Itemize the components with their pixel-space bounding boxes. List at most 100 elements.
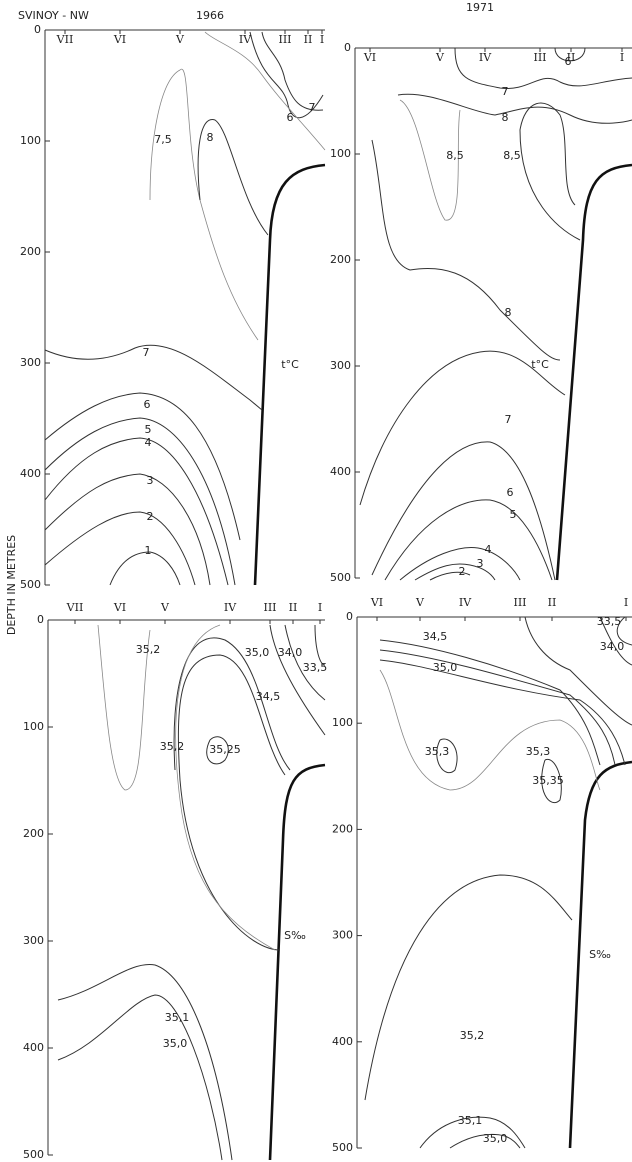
contour-label: 3 bbox=[147, 474, 154, 487]
contour-label: 6 bbox=[507, 486, 514, 499]
depth-label: 200 bbox=[330, 253, 351, 266]
contour-label: 35,2 bbox=[460, 1029, 485, 1042]
contour-label: 8 bbox=[502, 111, 509, 124]
contour-label: 34,0 bbox=[278, 646, 303, 659]
depth-label: 0 bbox=[34, 23, 41, 36]
contour-label: 4 bbox=[145, 436, 152, 449]
parameter-label: t°C bbox=[531, 358, 549, 371]
depth-label: 300 bbox=[23, 934, 44, 947]
depth-label: 200 bbox=[23, 827, 44, 840]
station-label: II bbox=[548, 596, 557, 609]
contour-label: 6 bbox=[287, 111, 294, 124]
contour-label: 35,2 bbox=[160, 740, 185, 753]
contour-label: 7 bbox=[309, 101, 316, 114]
contour-label: 7,5 bbox=[154, 133, 172, 146]
contour-label: 35,25 bbox=[209, 743, 241, 756]
depth-label: 400 bbox=[330, 465, 351, 478]
contour-label: 35,3 bbox=[425, 745, 450, 758]
depth-label: 500 bbox=[330, 571, 351, 584]
contour-label: 35,2 bbox=[136, 643, 161, 656]
station-title: SVINOY - NW bbox=[18, 9, 89, 22]
parameter-label: S‰ bbox=[589, 948, 611, 961]
contour-label: 34,5 bbox=[423, 630, 448, 643]
year: 1971 bbox=[466, 1, 494, 14]
depth-label: 500 bbox=[23, 1148, 44, 1161]
depth-label: 0 bbox=[344, 41, 351, 54]
contour-label: 3 bbox=[477, 557, 484, 570]
contours bbox=[44, 31, 632, 1161]
depth-label: 100 bbox=[332, 716, 353, 729]
contour-label: 7 bbox=[505, 413, 512, 426]
depth-label: 100 bbox=[23, 720, 44, 733]
contour-label: 35,35 bbox=[532, 774, 564, 787]
depth-label: 300 bbox=[330, 359, 351, 372]
contour-label: 6 bbox=[565, 55, 572, 68]
station-label: III bbox=[513, 596, 526, 609]
parameter-label: t°C bbox=[281, 358, 299, 371]
station-label: IV bbox=[224, 601, 237, 614]
contour-label: 35,0 bbox=[245, 646, 270, 659]
contour-label: 2 bbox=[459, 565, 466, 578]
depth-label: 400 bbox=[20, 467, 41, 480]
depth-label: 100 bbox=[330, 147, 351, 160]
station-label: VI bbox=[113, 601, 126, 614]
station-label: VII bbox=[66, 601, 84, 614]
station-label: VI bbox=[370, 596, 383, 609]
contour-label: 35,0 bbox=[483, 1132, 508, 1145]
contour-label: 8 bbox=[505, 306, 512, 319]
station-label: V bbox=[160, 601, 170, 614]
contour-label: 4 bbox=[485, 543, 492, 556]
depth-label: 200 bbox=[20, 245, 41, 258]
contour-label: 35,3 bbox=[526, 745, 551, 758]
depth-label: 300 bbox=[20, 356, 41, 369]
depth-label: 500 bbox=[332, 1141, 353, 1154]
depth-label: 300 bbox=[332, 929, 353, 942]
contour-label: 1 bbox=[145, 544, 152, 557]
station-label: V bbox=[415, 596, 425, 609]
station-label: II bbox=[567, 51, 576, 64]
contour-label: 8,5 bbox=[503, 149, 521, 162]
depth-label: 100 bbox=[20, 134, 41, 147]
station-label: V bbox=[175, 33, 185, 46]
contour-label: 33,5 bbox=[597, 615, 622, 628]
contour-label: 35,1 bbox=[165, 1011, 190, 1024]
contour-label: 5 bbox=[510, 508, 517, 521]
depth-label: 400 bbox=[23, 1041, 44, 1054]
station-label: IV bbox=[239, 33, 252, 46]
station-label: III bbox=[263, 601, 276, 614]
station-label: II bbox=[304, 33, 313, 46]
contour-label: 35,0 bbox=[163, 1037, 188, 1050]
year: 1966 bbox=[196, 9, 224, 22]
station-label: I bbox=[620, 51, 624, 64]
station-label: V bbox=[435, 51, 445, 64]
depth-label: 0 bbox=[37, 613, 44, 626]
contour-label: 2 bbox=[147, 510, 154, 523]
contour-label: 5 bbox=[145, 423, 152, 436]
station-label: VI bbox=[113, 33, 126, 46]
station-label: VI bbox=[363, 51, 376, 64]
station-label: I bbox=[624, 596, 628, 609]
depth-label: 0 bbox=[346, 610, 353, 623]
station-label: IV bbox=[479, 51, 492, 64]
contour-label: 33,5 bbox=[303, 661, 328, 674]
station-label: I bbox=[318, 601, 322, 614]
depth-label: 200 bbox=[332, 822, 353, 835]
contour-label: 34,5 bbox=[256, 690, 281, 703]
contour-label: 35,0 bbox=[433, 661, 458, 674]
station-label: II bbox=[289, 601, 298, 614]
station-label: IV bbox=[459, 596, 472, 609]
contour-label: 8 bbox=[207, 131, 214, 144]
contour-label: 7 bbox=[502, 85, 509, 98]
contour-label: 34,0 bbox=[600, 640, 625, 653]
y-axis-label: DEPTH IN METRES bbox=[5, 535, 18, 635]
station-label: III bbox=[278, 33, 291, 46]
station-label: VII bbox=[56, 33, 74, 46]
parameter-label: S‰ bbox=[284, 929, 306, 942]
station-label: III bbox=[533, 51, 546, 64]
contour-label: 8,5 bbox=[446, 149, 464, 162]
depth-label: 500 bbox=[20, 578, 41, 591]
contour-label: 35,1 bbox=[458, 1114, 483, 1127]
contour-label: 6 bbox=[144, 398, 151, 411]
